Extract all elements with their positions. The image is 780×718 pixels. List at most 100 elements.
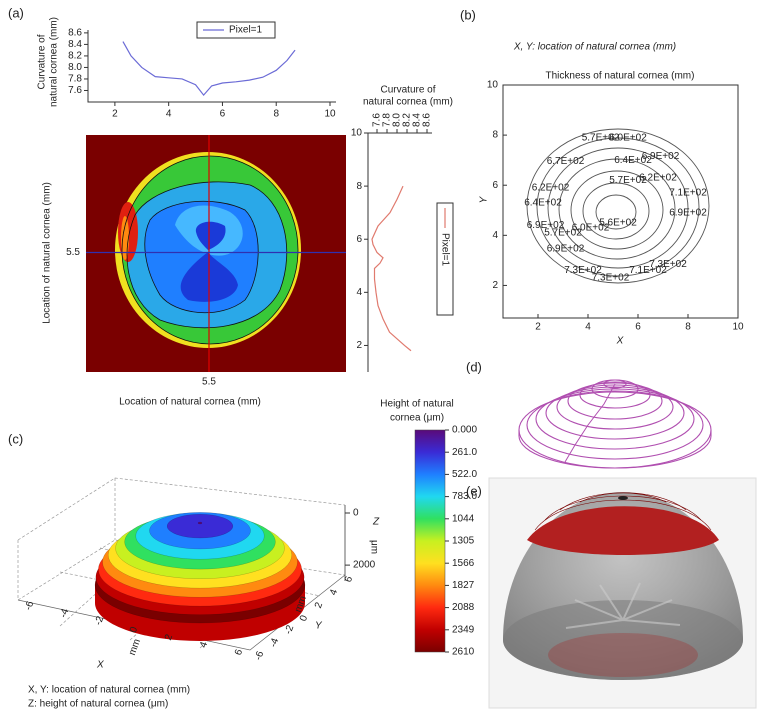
panel-label: (a) [8,5,24,20]
y-tick-label: 6 [356,234,362,245]
y-axis-label: Curvature of [37,34,48,89]
y-tick-label: 8 [356,181,362,192]
x-tick-label: -6 [23,599,37,612]
colorbar-tick-label: 1566 [452,558,475,569]
y-unit: mm [293,595,309,614]
rendered-cornea [488,477,757,709]
y-tick-label: 6 [343,575,355,584]
chart-subtitle: Thickness of natural cornea (mm) [546,71,695,82]
x-tick-label: 0 [128,625,140,634]
x-tick-label: 7.6 [372,113,383,127]
x-tick-label: 2 [535,322,541,333]
x-tick-label: 4 [166,109,172,120]
chart-title: X, Y: location of natural cornea (mm) [513,42,676,53]
contour-label: 6.0E+02 [609,132,647,143]
contour-label: 6.2E+02 [639,172,677,183]
y-tick-label: 8.6 [68,28,82,39]
contour-label: 7.3E+02 [564,265,602,276]
x-tick-label: 8.4 [412,113,423,127]
legend-label: Pixel=1 [229,25,263,36]
contour-label: 5.7E+02 [544,227,582,238]
x-unit: mm [127,638,143,657]
panel-label: (b) [460,7,476,22]
legend-box [436,202,454,316]
contour-label: 7.3E+02 [649,259,687,270]
y-tick-label: 8.2 [68,51,82,62]
contour-label: 6.4E+02 [524,197,562,208]
y-tick-label: 7.6 [68,85,82,96]
figure-note: X, Y: location of natural cornea (mm) [28,685,190,696]
contour-label: 6.0E+02 [572,222,610,233]
y-tick-label: 4 [356,287,362,298]
x-axis-label: X [616,336,624,347]
x-tick-label: 8.2 [402,113,413,127]
y-tick-label: 10 [487,80,499,91]
colorbar-tick-label: 261.0 [452,447,477,458]
x-axis-label: X [96,660,104,671]
colorbar-tick-label: 522.0 [452,469,477,480]
x-tick-label: 2 [112,109,118,120]
z-tick-label: 2000 [353,560,376,571]
y-tick-label: -2 [283,623,297,636]
curvature-line [122,41,296,97]
y-tick-label: 2 [313,601,325,610]
crosshair-label: 5.5 [66,247,80,258]
y-axis-label: Y [315,621,323,632]
colorbar-title: cornea (μm) [390,413,444,424]
y-tick-label: 10 [351,128,363,139]
x-axis-label: natural cornea (mm) [363,97,453,108]
contour-label: 7.3E+02 [592,273,630,284]
contour-label: 6.9E+02 [642,151,680,162]
x-tick-label: 7.8 [382,113,393,127]
dome-band [166,513,234,539]
colorbar-title: Height of natural [380,399,453,410]
contour-label: 6.9E+02 [669,207,707,218]
figure-note: Z: height of natural cornea (μm) [28,699,168,710]
y-tick-label: 4 [328,588,340,597]
x-tick-label: 4 [585,322,591,333]
legend-label: Pixel=1 [439,233,450,267]
x-tick-label: 4 [198,640,210,649]
crosshair-label: 5.5 [202,377,216,388]
contour-label: 7.1E+02 [669,187,707,198]
y-tick-label: 4 [492,230,498,241]
y-tick-label: 2 [356,340,362,351]
contour-label: 5.6E+02 [599,217,637,228]
contour-label: 7.1E+02 [629,265,667,276]
colorbar-tick-label: 2088 [452,602,475,613]
contour-label: 6.9E+02 [527,220,565,231]
colorbar-tick-label: 783.0 [452,491,477,502]
y-axis-label: Y [479,195,490,203]
y-tick-label: 8.0 [68,62,82,73]
x-tick-label: 6 [220,109,226,120]
colorbar-tick-label: 1305 [452,536,475,547]
curvature-line [371,185,412,352]
panel-label: (e) [466,483,482,498]
y-tick-label: 7.8 [68,74,82,85]
x-tick-label: -4 [58,607,72,620]
colorbar-tick-label: 0.000 [452,425,477,436]
y-axis-label: Location of natural cornea (mm) [42,182,53,324]
contour-label: 5.7E+02 [582,132,620,143]
z-tick-label: 0 [353,508,359,519]
colorbar-tick-label: 1044 [452,513,475,524]
x-tick-label: 8 [685,322,691,333]
contour-lines [526,128,710,284]
dome-band [197,521,203,525]
y-tick-label: 8 [492,130,498,141]
x-axis-label: Location of natural cornea (mm) [119,397,261,408]
contour-label: 5.7E+02 [609,175,647,186]
colorbar-tick-label: 2610 [452,647,475,658]
legend-box [196,21,276,39]
axis-line [87,30,336,103]
contour-label: 6.4E+02 [614,155,652,166]
y-tick-label: 0 [298,614,310,623]
x-tick-label: 6 [635,322,641,333]
x-tick-label: 8 [273,109,279,120]
contour-label: 6.2E+02 [532,182,570,193]
colorbar-tick-label: 1827 [452,580,475,591]
x-tick-label: 10 [324,109,336,120]
contour-dome [518,379,712,469]
colorbar [414,429,446,653]
